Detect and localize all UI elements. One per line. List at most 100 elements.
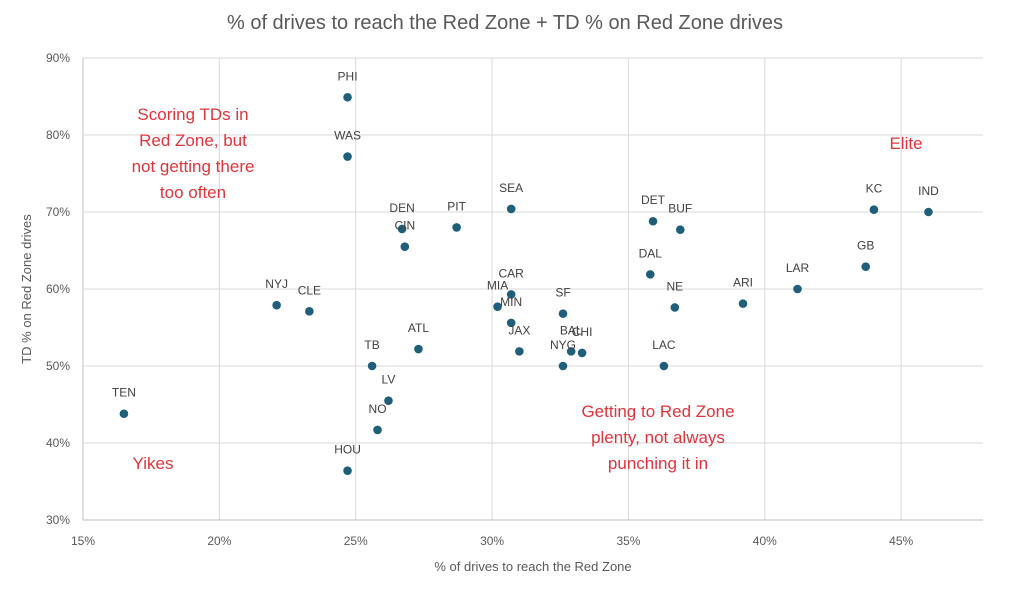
point-label-ari: ARI xyxy=(733,276,753,290)
gridlines xyxy=(82,57,983,521)
point-nyg xyxy=(558,361,568,371)
y-axis-ticks: 30% 40% 50% 60% 70% 80% 90% xyxy=(46,51,70,527)
annotation-line: Elite xyxy=(889,134,922,153)
point-label-cin: CIN xyxy=(394,219,415,233)
point-label-jax: JAX xyxy=(508,323,530,337)
point-label-sf: SF xyxy=(555,286,570,300)
point-label-gb: GB xyxy=(857,239,874,253)
point-gb xyxy=(861,262,871,271)
point-label-nyg: NYG xyxy=(550,338,576,352)
y-tick-label: 30% xyxy=(46,513,70,527)
point-label-car: CAR xyxy=(499,266,525,280)
point-pit xyxy=(452,223,461,232)
point-buf xyxy=(675,225,685,235)
point-label-dal: DAL xyxy=(639,246,663,260)
point-atl xyxy=(414,344,423,354)
point-min xyxy=(506,318,516,328)
x-tick-label: 20% xyxy=(207,534,231,548)
point-det xyxy=(648,216,658,226)
point-sea xyxy=(506,204,516,214)
point-sf xyxy=(558,309,568,318)
x-tick-label: 45% xyxy=(889,534,913,548)
point-jax xyxy=(515,347,524,356)
y-tick-label: 70% xyxy=(46,205,70,219)
point-label-atl: ATL xyxy=(408,321,429,335)
x-axis-ticks: 15% 20% 25% 30% 35% 40% 45% xyxy=(71,534,914,548)
point-hou xyxy=(343,466,352,476)
point-label-ne: NE xyxy=(666,279,683,293)
point-car xyxy=(506,290,516,299)
point-ari xyxy=(738,299,748,308)
annotation-line: punching it in xyxy=(608,454,708,473)
point-label-mia: MIA xyxy=(487,279,508,293)
point-phi xyxy=(343,92,352,102)
point-bal xyxy=(566,347,576,356)
annotation-bottom-right: Getting to Red Zone plenty, not always pun… xyxy=(581,402,734,473)
annotation-top-left: Scoring TDs in Red Zone, but not getting t… xyxy=(132,105,255,202)
point-lac xyxy=(659,361,669,371)
point-label-pit: PIT xyxy=(447,199,466,213)
annotation-line: too often xyxy=(160,183,226,202)
point-label-buf: BUF xyxy=(668,202,692,216)
point-label-hou: HOU xyxy=(334,443,361,457)
point-label-phi: PHI xyxy=(338,69,358,83)
point-label-lac: LAC xyxy=(652,338,676,352)
point-label-tb: TB xyxy=(364,338,379,352)
point-label-lar: LAR xyxy=(786,261,810,275)
point-dal xyxy=(645,270,655,279)
x-tick-label: 35% xyxy=(616,534,640,548)
x-tick-label: 40% xyxy=(753,534,777,548)
point-label-cle: CLE xyxy=(298,283,321,297)
point-label-sea: SEA xyxy=(499,181,523,195)
x-axis-title: % of drives to reach the Red Zone xyxy=(434,559,631,574)
y-tick-label: 90% xyxy=(46,51,70,65)
y-tick-label: 80% xyxy=(46,128,70,142)
point-label-ind: IND xyxy=(918,184,939,198)
point-label-det: DET xyxy=(641,193,666,207)
y-tick-label: 50% xyxy=(46,359,70,373)
point-ne xyxy=(670,303,680,312)
annotation-line: not getting there xyxy=(132,157,255,176)
annotations: Scoring TDs in Red Zone, but not getting t… xyxy=(132,105,923,473)
annotation-line: Scoring TDs in xyxy=(137,105,248,124)
point-no xyxy=(373,425,382,435)
point-label-chi: CHI xyxy=(572,325,593,339)
annotation-line: Getting to Red Zone xyxy=(581,402,734,421)
point-label-no: NO xyxy=(369,402,387,416)
point-cin xyxy=(400,242,410,251)
annotation-line: plenty, not always xyxy=(591,428,725,447)
point-was xyxy=(343,152,352,161)
point-chi xyxy=(577,348,587,358)
point-den xyxy=(397,224,407,234)
x-tick-label: 30% xyxy=(480,534,504,548)
point-label-min: MIN xyxy=(500,295,522,309)
point-cle xyxy=(305,307,314,316)
y-tick-label: 60% xyxy=(46,282,70,296)
annotation-line: Yikes xyxy=(133,454,174,473)
point-label-kc: KC xyxy=(866,182,883,196)
point-label-den: DEN xyxy=(389,201,414,215)
point-lv xyxy=(384,396,393,405)
annotation-line: Red Zone, but xyxy=(139,131,247,150)
point-label-ten: TEN xyxy=(112,386,136,400)
point-nyj xyxy=(272,300,281,310)
annotation-top-right: Elite xyxy=(889,134,922,153)
y-tick-label: 40% xyxy=(46,436,70,450)
point-ind xyxy=(924,207,933,217)
point-lar xyxy=(793,284,802,294)
chart-title: % of drives to reach the Red Zone + TD %… xyxy=(227,12,783,34)
point-label-was: WAS xyxy=(334,129,361,143)
annotation-bottom-left: Yikes xyxy=(133,454,174,473)
point-tb xyxy=(367,361,377,371)
point-ten xyxy=(119,409,129,419)
point-label-lv: LV xyxy=(382,373,396,387)
x-tick-label: 15% xyxy=(71,534,95,548)
point-mia xyxy=(493,302,502,312)
point-kc xyxy=(869,205,879,214)
x-tick-label: 25% xyxy=(344,534,368,548)
point-label-bal: BAL xyxy=(560,323,583,337)
point-label-nyj: NYJ xyxy=(265,277,288,291)
y-axis-title: TD % on Red Zone drives xyxy=(19,214,34,364)
